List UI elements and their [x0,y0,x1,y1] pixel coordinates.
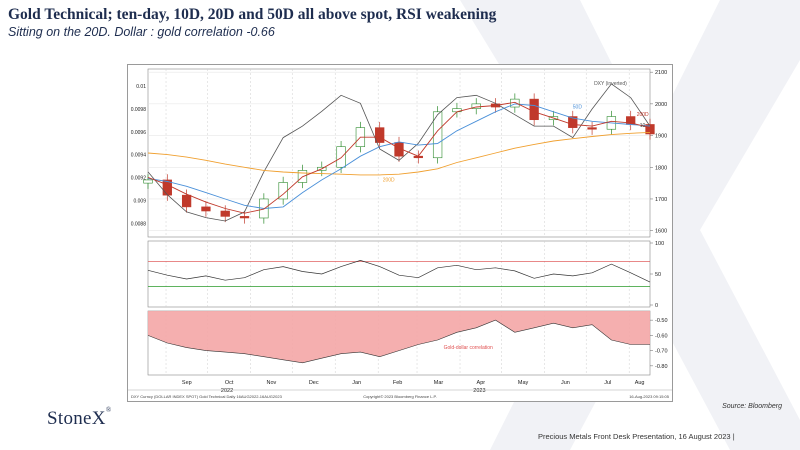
gold-candle [239,216,250,219]
x-tick-label: Sep [182,380,192,386]
logo-text: StoneX [47,408,106,429]
right-tick-label: 1700 [655,197,667,203]
annotation-correlation: Gold-dollar correlation [444,345,493,351]
bloomberg-footer-left: DXY Curncy (DOLLAR INDEX SPOT) Gold Tech… [131,394,283,399]
x-tick-label: Mar [434,380,444,386]
right-tick-label: 2100 [655,70,667,76]
x-tick-label: Oct [225,380,234,386]
x-tick-label: Jul [604,380,611,386]
left-tick-label: 0.0088 [131,221,147,227]
rsi-line [147,260,651,283]
bloomberg-chart: Sep Oct Nov Dec Jan Feb Mar Apr May Jun Jul Aug 2022… [127,64,673,402]
left-tick-label: 0.0092 [131,176,147,182]
gold-candle [645,124,655,135]
rsi-panel-frame [147,240,651,308]
ma50-line [147,103,651,209]
x-year-label: 2022 [221,388,233,394]
x-tick-label: Nov [267,380,277,386]
ma200-line [147,131,651,176]
gold-candle [181,194,192,208]
annotation-dxy: DXY (inverted) [594,81,627,87]
chart-svg: Sep Oct Nov Dec Jan Feb Mar Apr May Jun Jul Aug 2022… [128,68,672,399]
gold-candle [201,206,211,212]
right-tick-label: 1900 [655,134,667,140]
annotation-10: 10 [640,123,646,129]
gold-candle [587,127,597,130]
rsi-tick-label: 0 [655,303,658,309]
x-tick-label: Apr [477,380,486,386]
x-tick-label: Jun [561,380,570,386]
x-tick-label: May [518,380,529,386]
right-tick-label: 2000 [655,102,667,108]
bloomberg-footer-right: 16-Aug-2023 09:15:05 [629,394,670,399]
x-tick-label: Aug [635,380,645,386]
corr-tick-label: -0.60 [655,333,668,339]
rsi-tick-label: 100 [655,241,664,247]
right-tick-label: 1600 [655,229,667,235]
source-note: Source: Bloomberg [722,403,782,410]
gold-candle [432,111,443,159]
left-tick-label: 0.0098 [131,107,147,113]
correlation-line [147,319,650,364]
slide-subtitle: Sitting on the 20D. Dollar : gold correl… [8,25,275,39]
logo-mark: ® [105,406,112,414]
gold-candle [529,98,539,121]
x-tick-label: Jan [352,380,361,386]
stonex-logo: StoneX® [47,406,112,430]
left-tick-label: 0.009 [133,198,146,204]
bloomberg-footer-center: Copyright© 2023 Bloomberg Finance L.P. [363,394,437,399]
gold-candle [375,127,385,143]
left-tick-label: 0.0094 [131,153,147,159]
rsi-tick-label: 50 [655,272,661,278]
gold-candle [394,142,404,157]
left-tick-label: 0.01 [136,84,146,90]
corr-tick-label: -0.70 [655,349,668,355]
right-tick-label: 1800 [655,165,667,171]
corr-tick-label: -0.80 [655,364,668,370]
dxy-inverted-line [147,83,651,222]
x-tick-label: Feb [393,380,402,386]
annotation-200d: 200D [383,178,395,184]
correlation-area [148,311,650,363]
gold-candle [568,116,578,128]
ma10-line [147,101,651,214]
annotation-50d: 50D [573,105,583,111]
annotation-200d-right: 200D [637,112,649,118]
x-year-label: 2023 [473,388,485,394]
gold-candle [143,179,153,184]
gold-candle [220,210,230,217]
gold-candle [336,146,346,168]
left-tick-label: 0.0096 [131,130,147,136]
footer-text: Precious Metals Front Desk Presentation,… [538,432,735,441]
x-tick-label: Dec [309,380,319,386]
corr-tick-label: -0.50 [655,318,668,324]
slide-title: Gold Technical; ten-day, 10D, 20D and 50… [8,6,497,23]
